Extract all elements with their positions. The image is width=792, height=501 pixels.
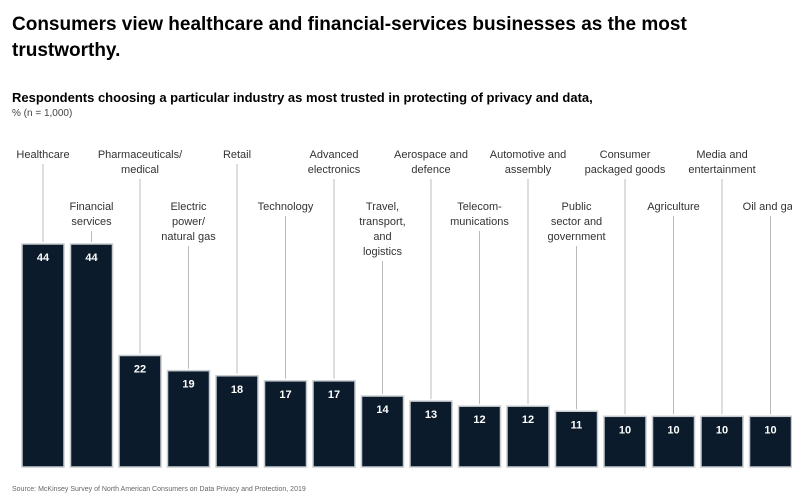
bar-public-sector-and-government bbox=[554, 410, 599, 468]
chart-title: Consumers view healthcare and financial-… bbox=[12, 14, 687, 61]
bar-advanced-electronics bbox=[312, 380, 356, 468]
data-label-media-and-entertainment: 10 bbox=[716, 424, 728, 436]
data-label-automotive-and-assembly: 12 bbox=[522, 414, 534, 426]
category-label-agriculture: Agriculture bbox=[647, 201, 700, 213]
bar-technology bbox=[263, 380, 308, 468]
data-label-telecom-munications: 12 bbox=[473, 414, 485, 426]
data-label-pharmaceuticals-medical: 22 bbox=[134, 364, 146, 376]
category-label-advanced-electronics: Advanced electronics bbox=[308, 149, 361, 176]
category-label-travel-transport-and-logistics: Travel, transport, and logistics bbox=[359, 201, 405, 258]
bar-electric-power-natural-gas bbox=[166, 369, 211, 468]
bar-media-and-entertainment bbox=[700, 415, 744, 468]
data-label-retail: 18 bbox=[231, 384, 243, 396]
category-label-financial-services: Financial services bbox=[69, 201, 113, 228]
data-label-electric-power-natural-gas: 19 bbox=[182, 379, 194, 391]
category-label-technology: Technology bbox=[258, 201, 314, 213]
category-label-media-and-entertainment: Media and entertainment bbox=[688, 149, 755, 176]
bar-pharmaceuticals-medical bbox=[118, 354, 162, 468]
data-label-consumer-packaged-goods: 10 bbox=[619, 424, 631, 436]
data-label-aerospace-and-defence: 13 bbox=[425, 409, 437, 421]
category-label-automotive-and-assembly: Automotive and assembly bbox=[490, 149, 566, 176]
bar-consumer-packaged-goods bbox=[603, 415, 647, 468]
bar-financial-services bbox=[69, 243, 114, 468]
bar-aerospace-and-defence bbox=[409, 400, 453, 468]
data-label-healthcare: 44 bbox=[37, 252, 50, 264]
source-note: Source: McKinsey Survey of North America… bbox=[12, 486, 306, 493]
data-label-public-sector-and-government: 11 bbox=[571, 419, 583, 431]
bar-automotive-and-assembly bbox=[506, 405, 550, 468]
bar-travel-transport-and-logistics bbox=[360, 395, 405, 468]
bar-healthcare bbox=[21, 243, 65, 468]
category-label-public-sector-and-government: Public sector and government bbox=[547, 201, 605, 243]
category-label-electric-power-natural-gas: Electric power/natural gas bbox=[161, 201, 216, 243]
data-label-oil-and-gas: 10 bbox=[764, 424, 776, 436]
chart-subtitle: Respondents choosing a particular indust… bbox=[12, 90, 593, 105]
category-label-aerospace-and-defence: Aerospace and defence bbox=[394, 149, 468, 176]
category-label-telecom-munications: Telecom-munications bbox=[450, 201, 509, 228]
bar-telecom-munications bbox=[457, 405, 502, 468]
data-label-travel-transport-and-logistics: 14 bbox=[376, 404, 389, 416]
category-label-oil-and-gas: Oil and gas bbox=[743, 201, 792, 213]
category-label-consumer-packaged-goods: Consumer packaged goods bbox=[585, 149, 666, 176]
category-label-healthcare: Healthcare bbox=[16, 149, 69, 161]
bar-retail bbox=[215, 375, 259, 468]
data-label-technology: 17 bbox=[279, 389, 291, 401]
bar-agriculture bbox=[651, 415, 696, 468]
sample-note: % (n = 1,000) bbox=[12, 108, 73, 119]
data-label-financial-services: 44 bbox=[85, 252, 98, 264]
category-label-pharmaceuticals-medical: Pharmaceuticals/medical bbox=[98, 149, 183, 176]
bar-oil-and-gas bbox=[748, 415, 792, 468]
data-label-agriculture: 10 bbox=[667, 424, 679, 436]
data-label-advanced-electronics: 17 bbox=[328, 389, 340, 401]
category-label-retail: Retail bbox=[223, 149, 251, 161]
